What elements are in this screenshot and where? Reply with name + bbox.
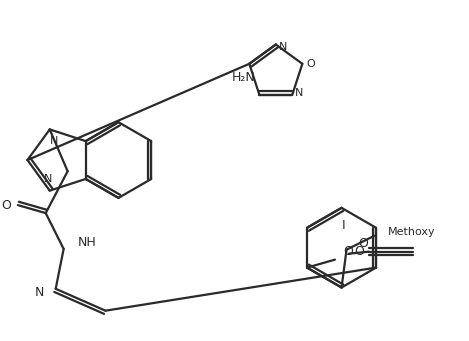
Text: O: O	[343, 245, 353, 258]
Text: N: N	[50, 136, 58, 146]
Text: NH: NH	[77, 236, 96, 250]
Text: O: O	[306, 59, 315, 69]
Text: O: O	[1, 198, 11, 212]
Text: N: N	[279, 42, 287, 51]
Text: Methoxy: Methoxy	[388, 227, 436, 237]
Text: N: N	[44, 174, 52, 184]
Text: N: N	[295, 88, 303, 98]
Text: I: I	[342, 219, 345, 232]
Text: O: O	[355, 245, 364, 258]
Text: N: N	[35, 286, 45, 299]
Text: O: O	[358, 237, 368, 250]
Text: H₂N: H₂N	[232, 71, 256, 84]
